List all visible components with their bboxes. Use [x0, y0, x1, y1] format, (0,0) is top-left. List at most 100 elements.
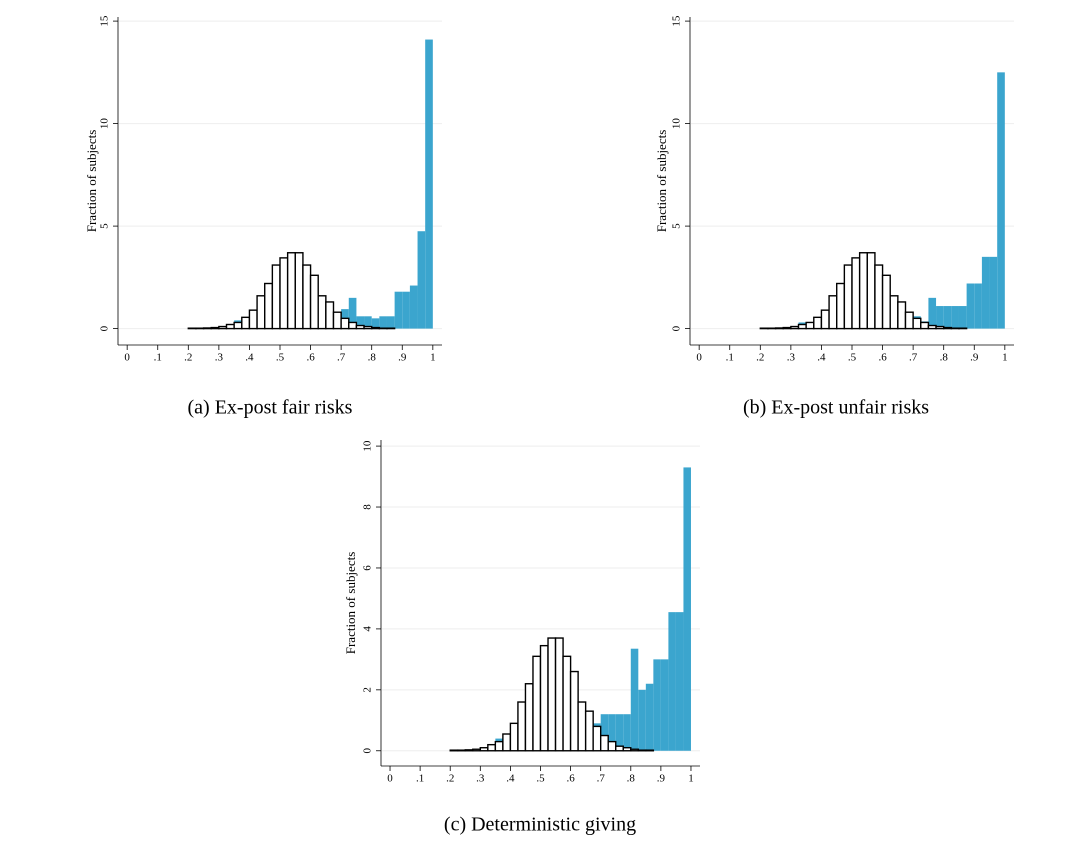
histogram-bar	[279, 257, 289, 330]
histogram-bar	[547, 637, 557, 752]
x-tick-label: .1	[416, 773, 424, 785]
histogram-bar	[928, 297, 937, 329]
histogram-bar	[248, 309, 258, 330]
histogram-bar	[951, 306, 959, 329]
x-tick-label: .5	[276, 352, 285, 364]
histogram-bar	[271, 264, 281, 330]
y-tick-label: 0	[671, 325, 683, 331]
histogram-bar	[539, 644, 549, 752]
histogram-bar	[630, 748, 640, 752]
histogram-bar	[858, 252, 868, 330]
x-tick-label: .9	[398, 352, 407, 364]
histogram-bar	[599, 734, 609, 752]
y-axis-label: Fraction of subjects	[654, 130, 669, 233]
histogram-bar	[981, 256, 990, 329]
histogram-bar	[363, 325, 373, 330]
y-axis-label: Fraction of subjects	[343, 552, 358, 655]
histogram-bar	[386, 316, 395, 329]
histogram-bar	[912, 317, 922, 330]
histogram-bar	[402, 291, 410, 329]
histogram-bar	[256, 295, 266, 330]
y-tick-label: 10	[362, 440, 374, 452]
histogram-bar	[340, 317, 350, 330]
y-tick-label: 5	[671, 223, 683, 229]
histogram-bar	[790, 325, 800, 330]
histogram-bar	[943, 306, 952, 329]
histogram-bar	[364, 316, 372, 329]
x-tick-label: .5	[536, 773, 545, 785]
x-tick-label: .1	[154, 352, 162, 364]
histogram-bar	[264, 282, 274, 330]
histogram-bar	[210, 326, 220, 330]
x-tick-label: .6	[566, 773, 575, 785]
histogram-bar	[394, 291, 403, 329]
histogram-bar	[532, 655, 542, 752]
histogram-bar	[942, 326, 953, 330]
histogram-bar	[562, 655, 572, 752]
histogram-bar	[675, 612, 684, 751]
histogram-bar	[225, 323, 235, 330]
x-tick-label: .7	[597, 773, 606, 785]
histogram-bar	[836, 282, 846, 330]
histogram-bar	[637, 749, 647, 752]
histogram-bar	[927, 324, 937, 330]
histogram-bar	[449, 749, 459, 752]
histogram-bar	[805, 321, 815, 330]
x-tick-label: .4	[506, 773, 515, 785]
caption: (a) Ex-post fair risks	[188, 397, 353, 419]
histogram-bar	[417, 231, 426, 329]
histogram-bar	[524, 683, 534, 752]
histogram-bar	[409, 285, 418, 329]
y-tick-label: 8	[362, 504, 374, 510]
y-tick-label: 4	[362, 626, 374, 632]
x-tick-label: .7	[909, 352, 918, 364]
histogram-bar	[828, 295, 838, 330]
histogram-bar	[874, 264, 884, 330]
x-tick-label: .1	[726, 352, 734, 364]
histogram-bar	[487, 743, 497, 752]
histogram-bar	[371, 318, 380, 329]
panel: 0 5 10 15 0 .1 .2 .3 .4 .5 .6 .7 .8 .9 1 Fraction of su…	[654, 15, 1014, 419]
histogram-bar	[920, 321, 930, 330]
x-tick-label: .6	[878, 352, 887, 364]
x-tick-label: .3	[215, 352, 224, 364]
histogram-bar	[623, 714, 631, 751]
x-tick-label: .6	[306, 352, 315, 364]
histogram-bar	[356, 316, 365, 329]
histogram-bar	[202, 327, 212, 330]
histogram-bar	[843, 264, 853, 330]
histogram-bar	[797, 323, 807, 330]
y-axis-label: Fraction of subjects	[84, 130, 99, 233]
histogram-bar	[309, 274, 319, 330]
histogram-bar	[653, 659, 661, 751]
histogram-bar	[683, 467, 691, 751]
x-tick-label: 0	[696, 352, 702, 364]
histogram-bar	[464, 749, 474, 752]
caption: (b) Ex-post unfair risks	[743, 397, 929, 419]
x-tick-label: .4	[817, 352, 826, 364]
x-tick-label: .3	[787, 352, 796, 364]
histogram-bar	[502, 733, 512, 752]
histogram-bar	[866, 252, 876, 330]
histogram-bar	[348, 297, 357, 329]
histogram-bar	[820, 309, 830, 330]
y-tick-label: 10	[99, 118, 111, 130]
histogram-bar	[577, 701, 587, 752]
panel: 0 5 10 15 0 .1 .2 .3 .4 .5 .6 .7 .8 .9 1 Fraction of su…	[84, 15, 442, 419]
histogram-bar	[989, 256, 998, 329]
y-tick-label: 0	[362, 748, 374, 754]
histogram-bar	[813, 316, 823, 330]
x-tick-label: .2	[184, 352, 192, 364]
histogram-bar	[554, 637, 564, 752]
histogram-bar	[645, 749, 655, 752]
x-tick-label: .3	[476, 773, 485, 785]
histogram-bar	[379, 316, 387, 329]
histogram-bar	[325, 301, 335, 330]
histogram-bar	[897, 301, 907, 330]
y-tick-label: 15	[99, 15, 111, 27]
histogram-bar	[348, 321, 358, 330]
histogram-bar	[958, 306, 967, 329]
histogram-bar	[569, 670, 579, 752]
x-tick-label: .9	[970, 352, 979, 364]
histogram-bar	[615, 714, 624, 751]
